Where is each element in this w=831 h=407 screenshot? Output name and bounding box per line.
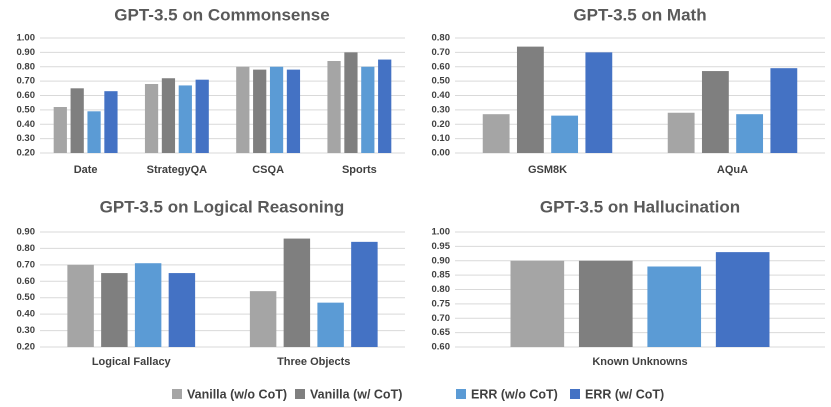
bar	[482, 114, 510, 153]
bar	[253, 69, 267, 153]
chart-title: GPT-3.5 on Commonsense	[114, 5, 329, 24]
y-tick-label: 0.30	[17, 133, 36, 144]
legend-swatch	[570, 389, 580, 399]
bar	[327, 61, 341, 153]
bar	[317, 302, 344, 347]
bar	[53, 107, 67, 153]
bar	[144, 84, 159, 153]
y-tick-label: 0.60	[432, 342, 451, 353]
bar	[249, 291, 277, 347]
bar	[101, 273, 128, 347]
y-tick-label: 0.20	[432, 119, 451, 130]
y-tick-label: 0.75	[432, 298, 451, 309]
bar	[283, 238, 311, 347]
y-tick-label: 0.60	[432, 61, 451, 72]
chart-title: GPT-3.5 on Math	[573, 5, 706, 24]
y-tick-label: 0.90	[17, 227, 36, 238]
bar	[161, 78, 176, 153]
y-tick-label: 0.60	[17, 276, 36, 287]
x-tick-label: Known Unknowns	[592, 356, 687, 368]
bar	[736, 114, 764, 153]
bar	[70, 88, 84, 153]
y-tick-label: 0.20	[17, 148, 36, 159]
y-tick-label: 0.60	[17, 90, 36, 101]
y-tick-label: 0.00	[432, 148, 451, 159]
y-tick-label: 0.50	[17, 104, 36, 115]
bar	[67, 264, 94, 347]
bar	[701, 71, 729, 153]
legend-swatch	[172, 389, 182, 399]
bar	[770, 68, 798, 153]
bar	[378, 59, 392, 153]
bar	[578, 260, 633, 347]
chart-title: GPT-3.5 on Logical Reasoning	[100, 197, 345, 216]
y-tick-label: 0.95	[432, 241, 451, 252]
x-tick-label: StrategyQA	[147, 164, 208, 176]
x-tick-label: Three Objects	[277, 356, 350, 368]
y-tick-label: 0.70	[17, 259, 36, 270]
bar	[269, 66, 284, 153]
y-tick-label: 0.80	[17, 243, 36, 254]
bar	[647, 266, 702, 347]
y-tick-label: 0.30	[17, 325, 36, 336]
y-tick-label: 0.70	[432, 313, 451, 324]
bar	[104, 91, 118, 153]
bar	[361, 66, 375, 153]
bar	[87, 111, 101, 153]
bar	[195, 79, 209, 153]
y-tick-label: 0.40	[432, 90, 451, 101]
chart-title: GPT-3.5 on Hallucination	[540, 197, 740, 216]
bar	[551, 115, 579, 153]
y-tick-label: 0.30	[432, 104, 451, 115]
x-tick-label: Sports	[342, 164, 377, 176]
bar	[344, 52, 358, 153]
legend-swatch	[295, 389, 305, 399]
x-tick-label: GSM8K	[528, 164, 567, 176]
legend-label: ERR (w/o CoT)	[471, 387, 558, 401]
y-tick-label: 0.70	[17, 76, 36, 87]
legend-label: Vanilla (w/ CoT)	[310, 387, 402, 401]
x-tick-label: AQuA	[717, 164, 748, 176]
bar	[134, 263, 162, 347]
bar	[510, 260, 565, 347]
y-tick-label: 0.80	[432, 284, 451, 295]
y-tick-label: 0.90	[432, 255, 451, 266]
bar	[715, 252, 770, 347]
y-tick-label: 0.85	[432, 270, 451, 281]
legend-label: ERR (w/ CoT)	[585, 387, 664, 401]
y-tick-label: 0.80	[17, 61, 36, 72]
y-tick-label: 0.65	[432, 327, 451, 338]
bar	[178, 85, 192, 153]
y-tick-label: 0.50	[17, 292, 36, 303]
y-tick-label: 0.40	[17, 309, 36, 320]
x-tick-label: Logical Fallacy	[92, 356, 172, 368]
x-tick-label: CSQA	[252, 164, 284, 176]
y-tick-label: 0.90	[17, 47, 36, 58]
y-tick-label: 1.00	[17, 33, 36, 44]
bar	[286, 69, 301, 153]
x-tick-label: Date	[74, 164, 98, 176]
y-tick-label: 0.50	[432, 76, 451, 87]
y-tick-label: 0.70	[432, 47, 451, 58]
y-tick-label: 0.10	[432, 133, 451, 144]
bar	[351, 241, 378, 347]
y-tick-label: 1.00	[432, 227, 451, 238]
bar	[516, 46, 544, 153]
y-tick-label: 0.80	[432, 33, 451, 44]
y-tick-label: 0.20	[17, 342, 36, 353]
bar	[236, 66, 250, 153]
bar	[168, 273, 196, 347]
legend-swatch	[456, 389, 466, 399]
legend-label: Vanilla (w/o CoT)	[187, 387, 287, 401]
y-tick-label: 0.40	[17, 119, 36, 130]
bar	[667, 112, 695, 153]
bar	[585, 52, 613, 153]
